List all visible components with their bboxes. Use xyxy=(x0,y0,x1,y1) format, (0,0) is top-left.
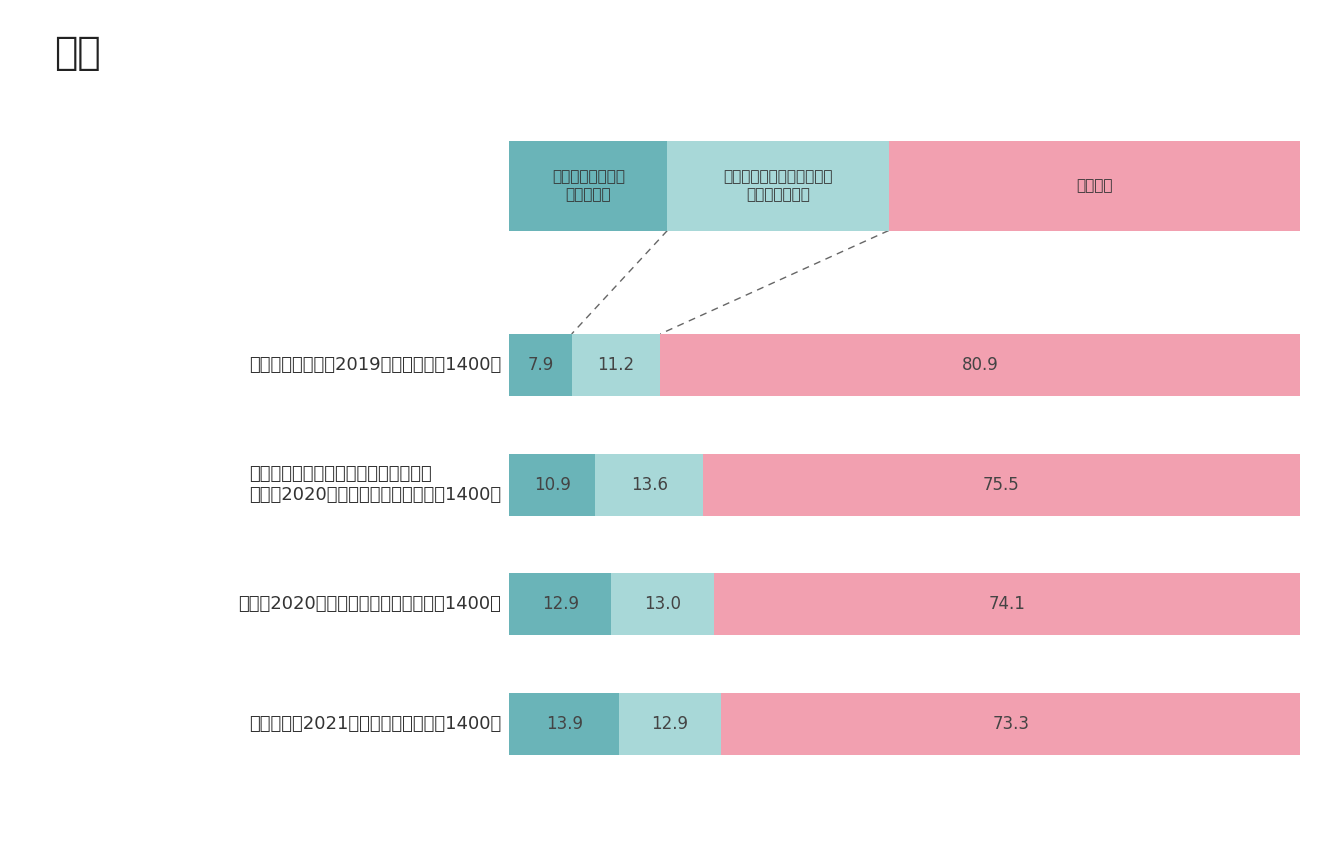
Text: ２．１回目の緊急事態宣言までの期間
　　（2020年１月～５月）　（ｎ＝1400）: ２．１回目の緊急事態宣言までの期間 （2020年１月～５月） （ｎ＝1400） xyxy=(249,465,501,504)
Text: 74.1: 74.1 xyxy=(989,595,1025,613)
Text: 13.6: 13.6 xyxy=(631,476,667,494)
Text: 12.9: 12.9 xyxy=(541,595,579,613)
Text: 知らない: 知らない xyxy=(1076,178,1112,193)
Bar xyxy=(661,334,1300,396)
Text: ４．現在（2021年以降）　　（ｎ＝1400）: ４．現在（2021年以降） （ｎ＝1400） xyxy=(249,715,501,733)
Text: 13.9: 13.9 xyxy=(545,715,583,733)
Bar xyxy=(572,334,661,396)
Text: ３．（2020年６月～１２月）　（ｎ＝1400）: ３．（2020年６月～１２月） （ｎ＝1400） xyxy=(239,595,501,613)
Text: どのような病気か
知っている: どのような病気か 知っている xyxy=(552,169,624,202)
Bar xyxy=(667,141,888,230)
Text: 73.3: 73.3 xyxy=(993,715,1029,733)
Bar xyxy=(595,454,704,516)
Text: 7.9: 7.9 xyxy=(528,356,553,374)
Bar xyxy=(714,573,1300,635)
Bar xyxy=(509,693,619,755)
Text: 図３: 図３ xyxy=(54,34,100,72)
Text: 75.5: 75.5 xyxy=(984,476,1020,494)
Bar xyxy=(509,573,611,635)
Text: 名前は聞いたことがあるが
詳細は知らない: 名前は聞いたことがあるが 詳細は知らない xyxy=(724,169,832,202)
Bar xyxy=(509,334,572,396)
Bar xyxy=(888,141,1300,230)
Bar xyxy=(509,454,595,516)
Bar xyxy=(509,141,667,230)
Bar xyxy=(619,693,721,755)
Text: 13.0: 13.0 xyxy=(645,595,681,613)
Text: 80.9: 80.9 xyxy=(962,356,998,374)
Text: １．コロナ前（～2019年）　（ｎ＝1400）: １．コロナ前（～2019年） （ｎ＝1400） xyxy=(249,356,501,374)
Bar xyxy=(704,454,1300,516)
Text: 10.9: 10.9 xyxy=(533,476,571,494)
Text: 11.2: 11.2 xyxy=(598,356,635,374)
Bar xyxy=(721,693,1301,755)
Bar xyxy=(611,573,714,635)
Text: 12.9: 12.9 xyxy=(651,715,689,733)
